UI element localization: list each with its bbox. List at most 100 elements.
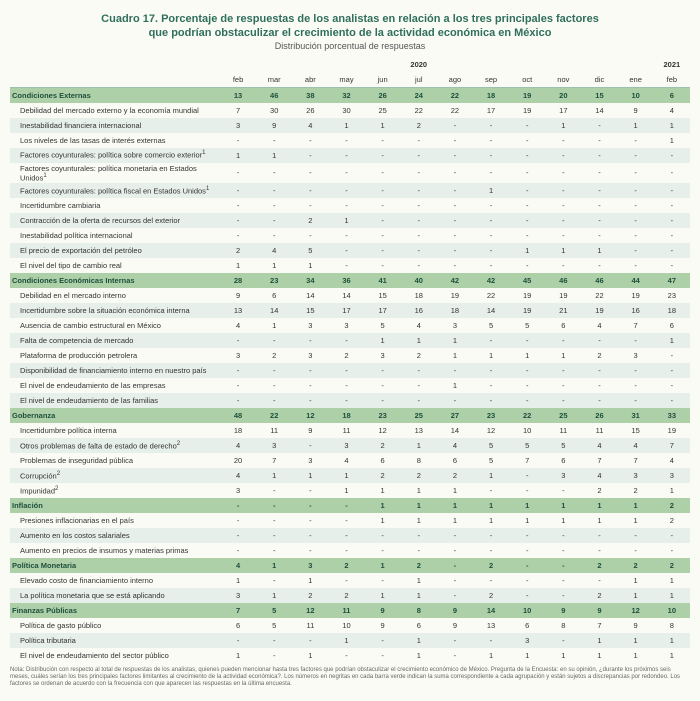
table-row: Incertidumbre sobre la situación económi… [10, 303, 690, 318]
data-cell: 1 [654, 333, 690, 348]
data-cell: 4 [618, 438, 654, 453]
table-row: Disponibilidad de financiamiento interno… [10, 363, 690, 378]
data-cell: 3 [618, 348, 654, 363]
group-total-cell: 12 [292, 603, 328, 618]
data-cell: 18 [220, 423, 256, 438]
data-cell: 5 [545, 438, 581, 453]
group-total-cell: 46 [545, 273, 581, 288]
group-total-cell: 12 [618, 603, 654, 618]
data-cell: - [256, 378, 292, 393]
data-cell: - [365, 183, 401, 198]
data-cell: 6 [654, 318, 690, 333]
data-cell: - [220, 393, 256, 408]
data-cell: - [292, 333, 328, 348]
data-cell: - [581, 258, 617, 273]
data-cell: - [437, 163, 473, 184]
row-label: Factores coyunturales: política fiscal e… [10, 183, 220, 198]
data-cell: - [654, 528, 690, 543]
data-cell: - [328, 333, 364, 348]
data-cell: - [545, 213, 581, 228]
data-cell: 2 [581, 588, 617, 603]
data-cell: - [292, 633, 328, 648]
data-cell: 1 [328, 118, 364, 133]
group-total-cell: 42 [473, 273, 509, 288]
data-cell: - [401, 258, 437, 273]
data-cell: 4 [581, 438, 617, 453]
data-cell: - [256, 228, 292, 243]
data-cell: - [509, 588, 545, 603]
data-cell: - [545, 183, 581, 198]
data-cell: 1 [473, 468, 509, 483]
data-cell: - [220, 378, 256, 393]
data-cell: 22 [473, 288, 509, 303]
group-label: Finanzas Públicas [10, 603, 220, 618]
data-cell: - [509, 483, 545, 498]
data-cell: 1 [437, 378, 473, 393]
data-cell: 19 [509, 103, 545, 118]
data-cell: 1 [220, 148, 256, 163]
data-cell: 2 [328, 588, 364, 603]
data-cell: 4 [654, 453, 690, 468]
table-row: El nivel de endeudamiento de las empresa… [10, 378, 690, 393]
data-cell: 2 [401, 118, 437, 133]
group-total-cell: 2 [654, 558, 690, 573]
data-cell: - [328, 148, 364, 163]
data-cell: 11 [292, 618, 328, 633]
data-cell: 1 [618, 513, 654, 528]
table-row: Factores coyunturales: política sobre co… [10, 148, 690, 163]
data-cell: 3 [292, 453, 328, 468]
data-cell: 4 [220, 468, 256, 483]
table-row: Los niveles de las tasas de interés exte… [10, 133, 690, 148]
data-cell: - [618, 163, 654, 184]
row-label: Disponibilidad de financiamiento interno… [10, 363, 220, 378]
data-cell: 8 [654, 618, 690, 633]
data-cell: 1 [292, 258, 328, 273]
data-cell: 4 [581, 468, 617, 483]
group-total-cell: 32 [328, 87, 364, 103]
data-cell: - [581, 378, 617, 393]
group-total-cell: 2 [328, 558, 364, 573]
group-total-cell: 46 [256, 87, 292, 103]
data-cell: - [581, 133, 617, 148]
table-row: Inestabilidad financiera internacional39… [10, 118, 690, 133]
data-cell: - [437, 213, 473, 228]
group-total-cell: 23 [256, 273, 292, 288]
month-header: oct [509, 72, 545, 88]
data-cell: - [545, 133, 581, 148]
data-cell: - [509, 393, 545, 408]
data-cell: 14 [256, 303, 292, 318]
data-cell: - [401, 243, 437, 258]
data-cell: - [365, 378, 401, 393]
group-total-cell: 9 [437, 603, 473, 618]
row-label: Incertidumbre política interna [10, 423, 220, 438]
data-cell: - [328, 133, 364, 148]
data-cell: - [401, 228, 437, 243]
data-cell: - [473, 483, 509, 498]
data-cell: 1 [220, 648, 256, 663]
month-header: mar [256, 72, 292, 88]
data-cell: 1 [256, 318, 292, 333]
group-total-cell: 23 [473, 408, 509, 423]
data-cell: 1 [545, 348, 581, 363]
table-row: Otros problemas de falta de estado de de… [10, 438, 690, 453]
data-cell: - [545, 163, 581, 184]
data-cell: - [545, 378, 581, 393]
data-cell: - [509, 378, 545, 393]
data-cell: - [509, 163, 545, 184]
data-cell: 1 [473, 348, 509, 363]
group-total-cell: 45 [509, 273, 545, 288]
row-label: Presiones inflacionarias en el país [10, 513, 220, 528]
row-label: Política tributaria [10, 633, 220, 648]
group-row: Gobernanza48221218232527232225263133 [10, 408, 690, 423]
data-cell: - [473, 118, 509, 133]
data-cell: - [437, 528, 473, 543]
group-row: Inflación----111111112 [10, 498, 690, 513]
table-row: Contracción de la oferta de recursos del… [10, 213, 690, 228]
data-cell: 6 [401, 618, 437, 633]
data-cell: 2 [437, 468, 473, 483]
data-cell: - [401, 363, 437, 378]
data-cell: 17 [328, 303, 364, 318]
data-cell: - [509, 148, 545, 163]
data-cell: 1 [401, 513, 437, 528]
row-label: La política monetaria que se está aplica… [10, 588, 220, 603]
